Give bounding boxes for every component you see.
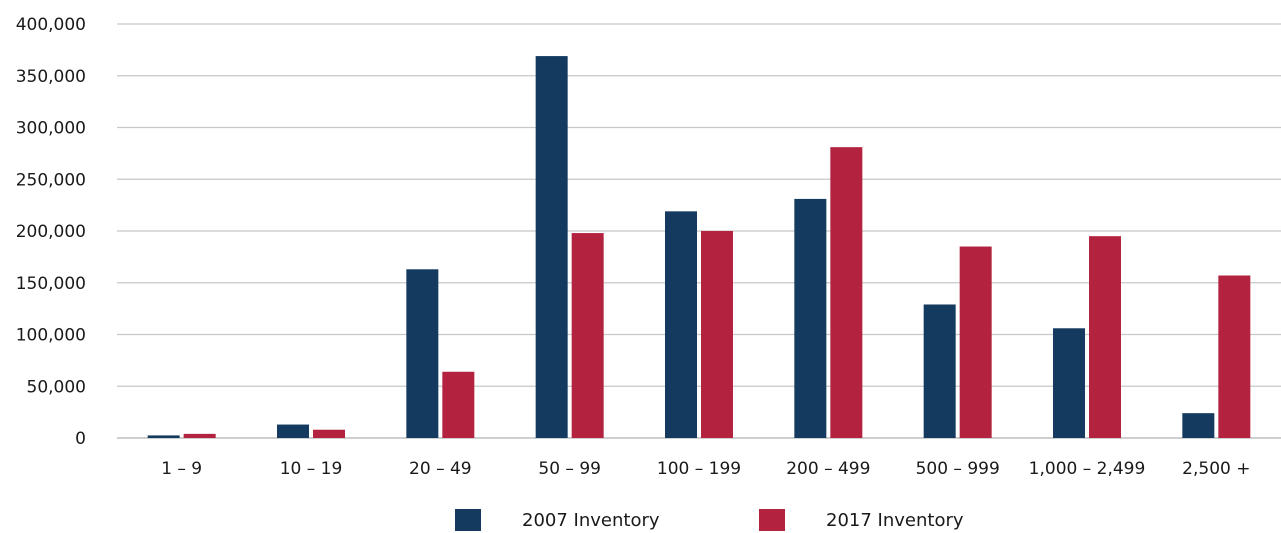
legend-swatch-2017: [759, 509, 785, 531]
bar-2007: [794, 198, 827, 438]
x-tick-label: 2,500 +: [1182, 459, 1250, 479]
bar-2007: [1182, 413, 1215, 438]
x-tick-label: 1 – 9: [161, 459, 202, 479]
y-tick-label: 150,000: [16, 274, 86, 294]
y-tick-label: 300,000: [16, 119, 86, 139]
bar-2007: [535, 56, 568, 439]
legend-label-2017: 2017 Inventory: [826, 509, 964, 531]
bar-2017: [442, 371, 475, 438]
y-tick-label: 50,000: [27, 377, 86, 397]
y-axis-tick-labels: 0 50,000 100,000 150,000 200,000 250,000 300,0…: [16, 15, 86, 449]
legend-item-2017: 2017 Inventory: [759, 509, 964, 531]
x-tick-label: 10 – 19: [280, 459, 343, 479]
bar-2007: [277, 424, 309, 438]
bar-2017: [313, 429, 345, 438]
x-tick-label: 50 – 99: [538, 459, 601, 479]
y-tick-label: 250,000: [16, 170, 86, 190]
y-tick-label: 100,000: [16, 326, 86, 346]
bar-2017: [1218, 275, 1251, 438]
gridlines: [117, 23, 1281, 439]
legend-label-2007: 2007 Inventory: [522, 509, 660, 531]
x-tick-label: 200 – 499: [786, 459, 870, 479]
bar-2017: [571, 233, 604, 438]
x-tick-label: 20 – 49: [409, 459, 472, 479]
y-tick-label: 200,000: [16, 222, 86, 242]
bar-2017: [183, 433, 216, 438]
bar-2007: [665, 211, 697, 438]
bar-2017: [1089, 236, 1121, 438]
legend-item-2007: 2007 Inventory: [455, 509, 660, 531]
bar-2017: [959, 246, 992, 438]
legend-swatch-2007: [455, 509, 481, 531]
bar-2007: [147, 435, 180, 438]
bar-2007: [923, 304, 956, 438]
x-tick-label: 100 – 199: [657, 459, 741, 479]
y-tick-label: 400,000: [16, 15, 86, 35]
x-tick-label: 500 – 999: [916, 459, 1000, 479]
bar-2017: [830, 147, 863, 439]
x-tick-label: 1,000 – 2,499: [1029, 459, 1146, 479]
bar-2007: [406, 269, 439, 438]
x-axis-tick-labels: 1 – 9 10 – 19 20 – 49 50 – 99 100 – 199 200 –…: [161, 459, 1250, 479]
y-tick-label: 0: [75, 429, 86, 449]
bar-2017: [701, 231, 733, 438]
y-tick-label: 350,000: [16, 67, 86, 87]
legend: 2007 Inventory 2017 Inventory: [0, 509, 1281, 533]
bars: [147, 56, 1251, 439]
bar-2007: [1053, 328, 1085, 438]
bar-chart: 0 50,000 100,000 150,000 200,000 250,000 300,0…: [16, 15, 1281, 479]
